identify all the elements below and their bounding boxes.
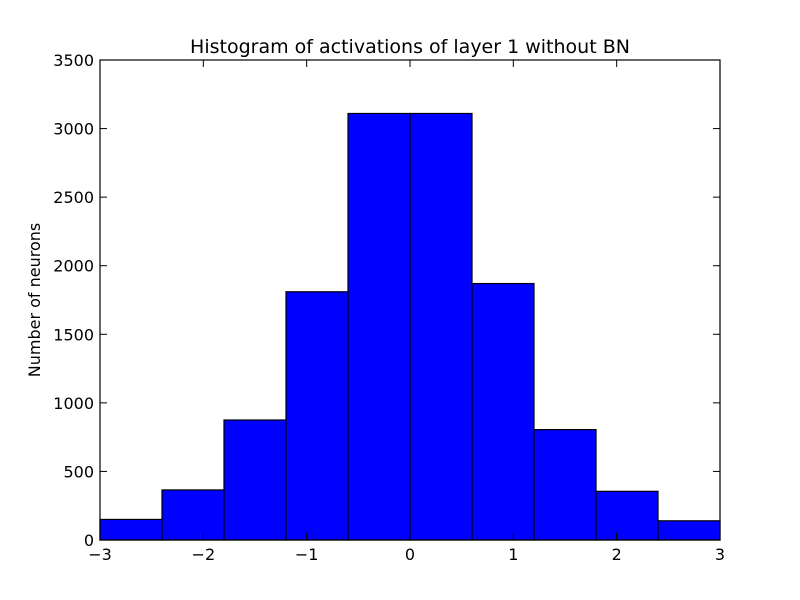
y-tick-label: 2000	[53, 257, 94, 276]
ticks-group: −3 −2 −1 0 1 2 3 0 500 1000 1500 2000 2500 3000 3500	[53, 51, 725, 564]
y-axis-label: Number of neurons	[25, 223, 44, 377]
y-tick-label: 500	[63, 462, 94, 481]
histogram-bar	[533, 429, 597, 541]
bars-group	[99, 112, 721, 541]
x-tick-label: −1	[295, 545, 319, 564]
x-tick-label: −2	[192, 545, 216, 564]
x-tick-label: 1	[508, 545, 518, 564]
y-tick-label: 1000	[53, 394, 94, 413]
x-tick-label: 3	[715, 545, 725, 564]
x-tick-label: −3	[88, 545, 112, 564]
y-tick-label: 2500	[53, 188, 94, 207]
plot-frame	[99, 59, 721, 541]
histogram-bar	[347, 112, 411, 541]
histogram-bar	[161, 489, 225, 541]
y-tick-label: 3500	[53, 51, 94, 70]
histogram-bar	[471, 282, 535, 541]
histogram-bar	[99, 518, 163, 541]
x-tick-label: 2	[612, 545, 622, 564]
y-tick-label: 0	[84, 531, 94, 550]
histogram-bar	[657, 520, 721, 541]
y-tick-label: 3000	[53, 120, 94, 139]
histogram-bar	[595, 490, 659, 541]
chart-title: Histogram of activations of layer 1 with…	[190, 36, 630, 58]
x-tick-label: 0	[405, 545, 415, 564]
histogram-bar	[409, 112, 473, 541]
y-tick-label: 1500	[53, 325, 94, 344]
histogram-bar	[285, 291, 349, 541]
histogram-bar	[223, 419, 287, 541]
